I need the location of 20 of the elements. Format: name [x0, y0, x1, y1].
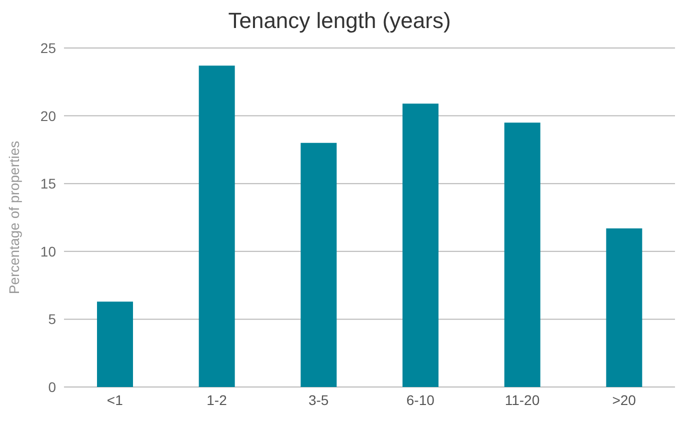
y-tick-label: 5 [48, 311, 56, 328]
x-tick-label: 11-20 [504, 392, 540, 408]
bar [97, 302, 133, 387]
x-tick-label: 6-10 [406, 392, 435, 408]
bar [606, 228, 642, 387]
chart-title: Tenancy length (years) [227, 8, 452, 34]
x-tick-label: 1-2 [206, 392, 228, 408]
y-axis-title: Percentage of properties [6, 140, 22, 294]
bar [300, 142, 337, 387]
x-tick-label: <1 [106, 392, 124, 408]
y-tick-label: 25 [40, 40, 56, 56]
x-tick-label: 3-5 [308, 392, 329, 408]
y-tick-label: 20 [40, 108, 56, 124]
y-tick-label: 0 [48, 378, 56, 395]
bar [402, 104, 438, 387]
y-tick-label: 10 [40, 243, 56, 260]
bar [504, 122, 540, 387]
bar [198, 66, 235, 387]
x-tick-label: >20 [612, 392, 636, 408]
y-tick-label: 15 [40, 176, 56, 192]
